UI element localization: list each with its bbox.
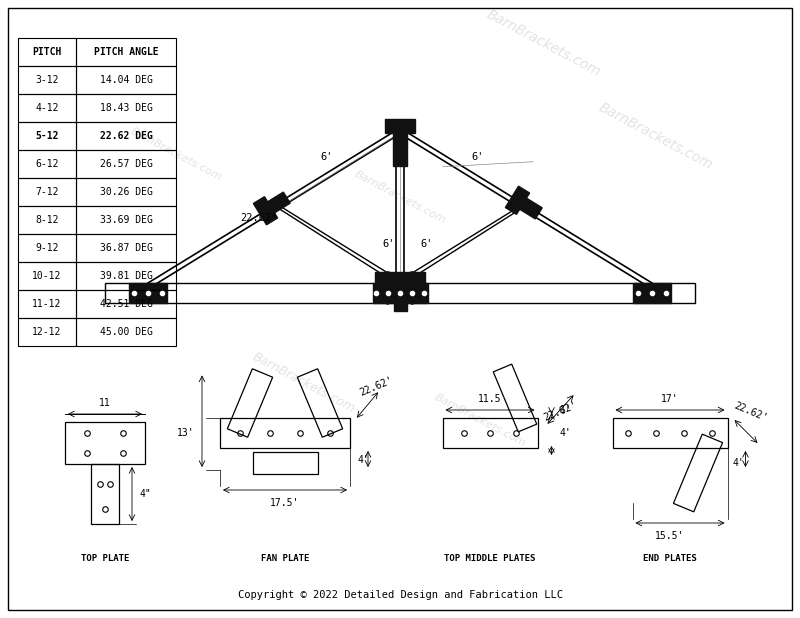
Text: 17.5': 17.5' [270,498,300,508]
Text: 4': 4' [559,428,571,438]
Text: BarnBrackets.com: BarnBrackets.com [353,169,447,226]
Bar [76,262,176,290]
Bar [633,283,671,303]
Bar [18,150,76,178]
Bar [613,418,727,448]
Text: 6': 6' [471,152,483,162]
Bar [18,122,76,150]
Bar [18,38,76,66]
Bar [76,38,176,66]
Bar [510,192,542,219]
Text: BarnBrackets.com: BarnBrackets.com [250,350,358,416]
Bar [442,418,538,448]
Text: 42.51 DEG: 42.51 DEG [99,299,153,309]
Text: BarnBrackets.com: BarnBrackets.com [597,100,715,172]
Bar [375,271,425,284]
Text: 15.5': 15.5' [655,531,685,541]
Text: 1': 1' [559,405,571,415]
Bar [76,178,176,206]
Bar [253,452,318,474]
Text: FAN PLATE: FAN PLATE [261,554,309,563]
Bar [494,364,537,432]
Text: 9-12: 9-12 [35,243,58,253]
Text: PITCH ANGLE: PITCH ANGLE [94,47,158,57]
Text: 11-12: 11-12 [32,299,62,309]
Bar [258,192,290,219]
Bar [298,369,342,437]
Bar [76,318,176,346]
Text: 6': 6' [420,239,433,249]
Text: 6': 6' [321,152,334,162]
Text: BarnBrackets.com: BarnBrackets.com [129,126,223,183]
Bar [506,186,530,214]
Text: PITCH: PITCH [32,47,62,57]
Text: 14.04 DEG: 14.04 DEG [99,75,153,85]
Bar [18,234,76,262]
Text: 11.5: 11.5 [478,394,502,404]
Text: 22.62': 22.62' [358,375,394,398]
Text: TOP PLATE: TOP PLATE [81,554,129,563]
Text: END PLATES: END PLATES [643,554,697,563]
Text: 26.57 DEG: 26.57 DEG [99,159,153,169]
Bar [76,150,176,178]
Text: 4': 4' [733,458,744,468]
Bar [65,422,145,464]
Bar [105,283,695,303]
Bar [18,94,76,122]
Text: 10-12: 10-12 [32,271,62,281]
Text: 5-12: 5-12 [35,131,58,141]
Bar [76,234,176,262]
Bar [254,197,278,225]
Text: 18.43 DEG: 18.43 DEG [99,103,153,113]
Text: 22.62 DEG: 22.62 DEG [99,131,153,141]
Text: BarnBrackets.com: BarnBrackets.com [485,7,603,79]
Text: 8-12: 8-12 [35,215,58,225]
Text: 33.69 DEG: 33.69 DEG [99,215,153,225]
Bar [18,206,76,234]
Text: 45.00 DEG: 45.00 DEG [99,327,153,337]
Bar [394,276,406,310]
Text: 11: 11 [99,398,111,408]
Text: 6-12: 6-12 [35,159,58,169]
Text: 12-12: 12-12 [32,327,62,337]
Bar [400,272,424,304]
Bar [76,122,176,150]
Text: 39.81 DEG: 39.81 DEG [99,271,153,281]
Bar [18,66,76,94]
Bar [91,464,119,524]
Bar [76,66,176,94]
Bar [220,418,350,448]
Bar [227,369,273,437]
Text: 17': 17' [661,394,679,404]
Text: 22.62': 22.62' [542,400,579,423]
Bar [129,283,167,303]
Text: 4": 4" [140,489,152,499]
Bar [674,434,722,512]
Text: 36.87 DEG: 36.87 DEG [99,243,153,253]
Bar [18,318,76,346]
Bar [76,206,176,234]
Bar [18,290,76,318]
Text: TOP MIDDLE PLATES: TOP MIDDLE PLATES [444,554,536,563]
Text: 13': 13' [176,428,194,438]
Bar [373,283,427,303]
Text: 4': 4' [358,455,370,465]
Bar [376,272,400,304]
Bar [18,262,76,290]
Text: 3-12: 3-12 [35,75,58,85]
Bar [76,290,176,318]
Bar [18,178,76,206]
Bar [76,94,176,122]
Text: 6': 6' [382,239,395,249]
Text: 30.26 DEG: 30.26 DEG [99,187,153,197]
Bar [385,119,415,133]
Text: 4-12: 4-12 [35,103,58,113]
Text: BarnBrackets.com: BarnBrackets.com [433,392,527,449]
Bar [393,130,407,166]
Text: Copyright © 2022 Detailed Design and Fabrication LLC: Copyright © 2022 Detailed Design and Fab… [238,590,562,600]
Text: 22.62': 22.62' [733,400,769,423]
Text: 22.62°: 22.62° [240,213,278,223]
Text: 7-12: 7-12 [35,187,58,197]
